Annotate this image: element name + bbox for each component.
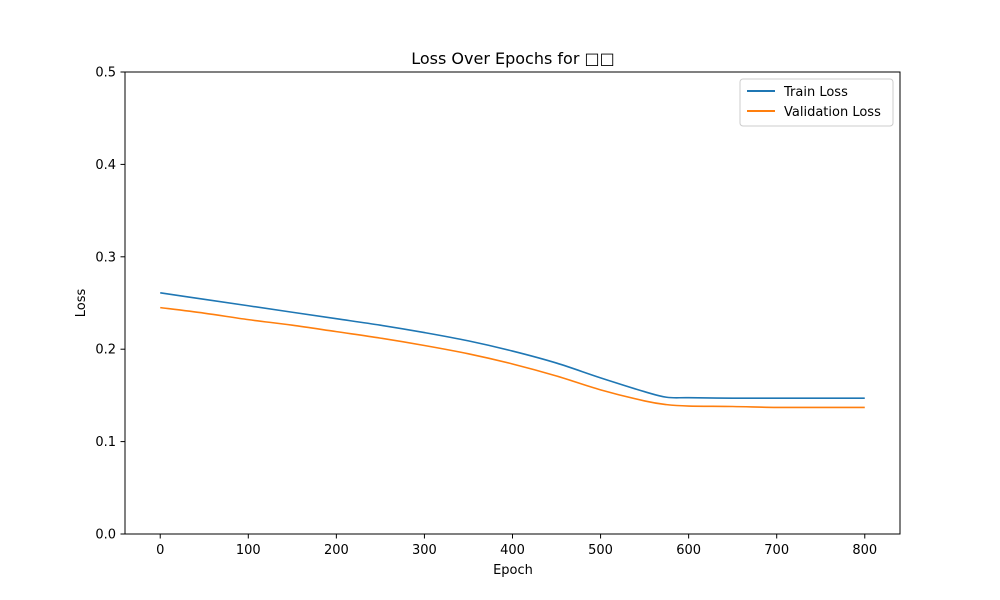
y-tick-label: 0.5 [95,66,116,81]
x-tick-label: 800 [852,543,877,558]
x-tick-label: 400 [500,543,525,558]
y-axis-ticks: 0.0 0.1 0.2 0.3 0.4 0.5 [95,66,125,543]
x-axis-ticks: 0 100 200 300 400 500 600 700 800 [156,534,877,558]
x-tick-label: 500 [588,543,613,558]
legend-label-validation-loss: Validation Loss [784,105,881,120]
x-tick-label: 700 [764,543,789,558]
y-tick-label: 0.3 [95,250,116,265]
legend: Train Loss Validation Loss [739,78,894,127]
x-axis-title: Epoch [493,563,533,578]
legend-box [739,78,894,127]
y-axis-title: Loss [74,289,89,318]
y-tick-label: 0.0 [95,528,116,543]
series-line-validation-loss [160,306,865,409]
legend-label-train-loss: Train Loss [783,85,848,100]
series-layer [160,292,865,409]
y-tick-label: 0.4 [95,158,116,173]
chart-title: Loss Over Epochs for □□ [411,49,614,68]
x-tick-label: 300 [412,543,437,558]
x-tick-label: 200 [324,543,349,558]
y-tick-label: 0.2 [95,343,116,358]
plot-area-frame [124,71,901,535]
y-tick-label: 0.1 [95,435,116,450]
x-tick-label: 100 [236,543,261,558]
series-line-train-loss [160,292,865,400]
x-tick-label: 0 [156,543,164,558]
x-tick-label: 600 [676,543,701,558]
